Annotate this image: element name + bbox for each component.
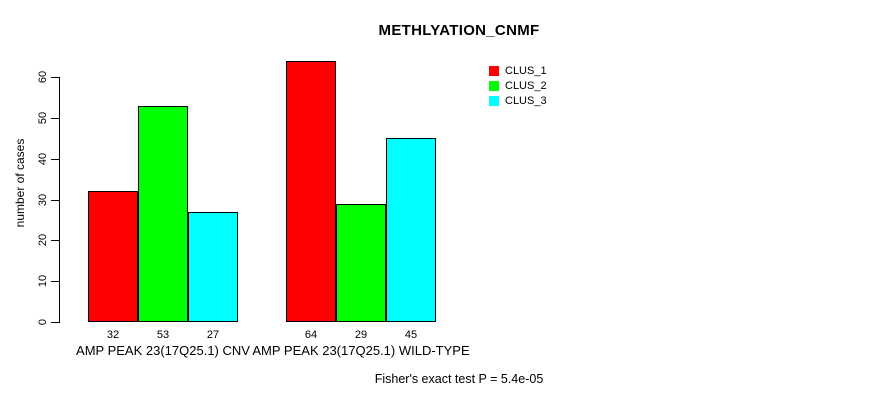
legend-swatch-clus_2 [489,81,499,91]
y-axis-tick-label: 30 [37,193,49,207]
y-axis-tick-label: 0 [37,318,49,326]
legend-item-clus_2: CLUS_2 [489,80,547,92]
chart-title: METHLYATION_CNMF [378,22,540,39]
y-axis-tick-label: 20 [37,233,49,247]
x-axis-category-label: AMP PEAK 23(17Q25.1) WILD-TYPE [252,343,470,358]
bar-value-label: 29 [354,329,368,341]
legend-label: CLUS_1 [505,65,547,77]
bar-clus_3-group1 [188,211,238,322]
y-axis-tick [51,159,59,160]
y-axis-tick [51,240,59,241]
bar-value-label: 53 [156,329,170,341]
legend-swatch-clus_3 [489,96,499,106]
legend-label: CLUS_3 [505,95,547,107]
y-axis-tick [51,200,59,201]
x-axis-category-label: AMP PEAK 23(17Q25.1) CNV [76,343,250,358]
y-axis-tick-label: 10 [37,274,49,288]
legend-item-clus_3: CLUS_3 [489,95,547,107]
y-axis-tick-label: 40 [37,152,49,166]
fisher-test-annotation: Fisher's exact test P = 5.4e-05 [374,372,544,386]
bar-value-label: 45 [404,329,418,341]
y-axis-tick-label: 50 [37,111,49,125]
legend-item-clus_1: CLUS_1 [489,65,547,77]
bar-clus_2-group1 [138,105,188,322]
bar-value-label: 27 [206,329,220,341]
y-axis-tick [51,322,59,323]
bar-clus_2-group2 [336,203,386,322]
bar-clus_3-group2 [386,138,436,323]
legend-label: CLUS_2 [505,80,547,92]
legend-swatch-clus_1 [489,66,499,76]
y-axis-tick [51,281,59,282]
y-axis-line [59,77,60,323]
bar-value-label: 64 [304,329,318,341]
y-axis-tick [51,77,59,78]
legend: CLUS_1 CLUS_2 CLUS_3 [489,65,547,107]
bar-clus_1-group1 [88,191,138,322]
bar-value-label: 32 [106,329,120,341]
y-axis-tick-label: 60 [37,70,49,84]
bar-clus_1-group2 [286,60,336,322]
y-axis-tick [51,118,59,119]
